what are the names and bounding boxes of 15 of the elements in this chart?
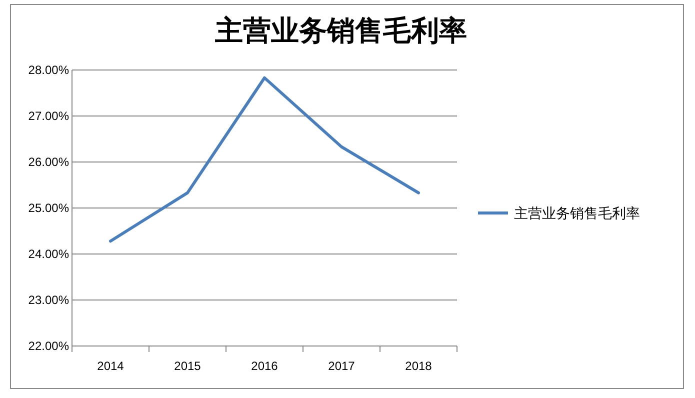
line-series (109, 76, 420, 243)
y-tick-label: 25.00% (28, 201, 70, 215)
y-tick-label: 28.00% (28, 63, 70, 77)
x-tick-label: 2014 (97, 359, 124, 373)
y-tick-label: 27.00% (28, 109, 70, 123)
y-tick-label: 22.00% (28, 339, 70, 353)
legend-label: 主营业务销售毛利率 (514, 205, 640, 221)
x-tick-label: 2017 (328, 359, 356, 373)
x-tick-label: 2018 (405, 359, 432, 373)
y-tick-label: 23.00% (28, 293, 70, 307)
x-tick-label: 2016 (251, 359, 278, 373)
chart-title: 主营业务销售毛利率 (214, 15, 467, 47)
y-tick-label: 24.00% (28, 247, 70, 261)
y-tick-label: 26.00% (28, 155, 70, 169)
x-tick-label: 2015 (174, 359, 202, 373)
